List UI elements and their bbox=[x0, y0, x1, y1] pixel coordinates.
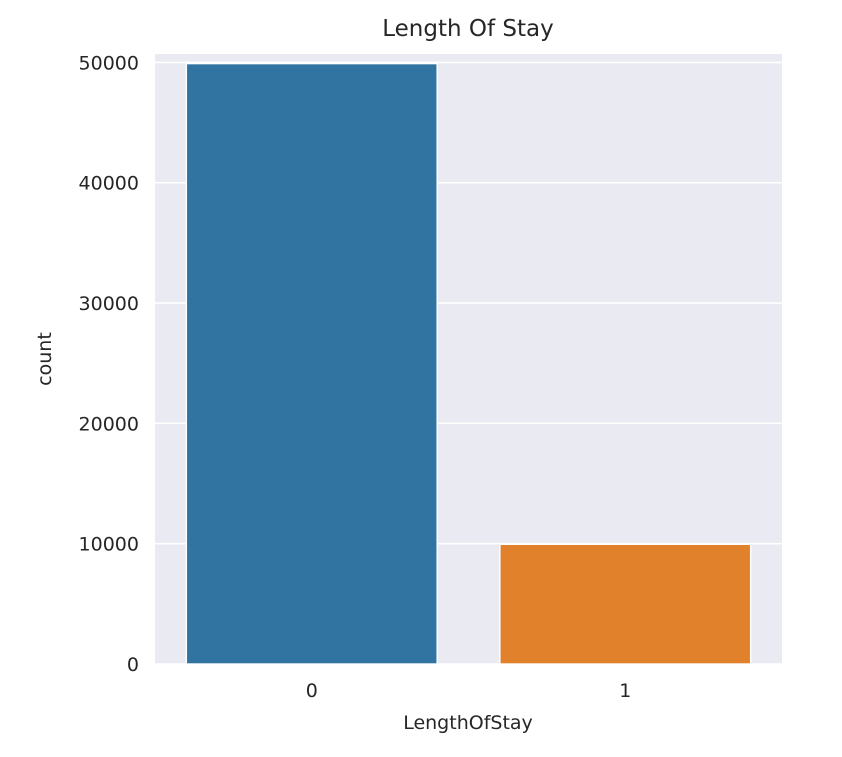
x-tick-label: 1 bbox=[619, 680, 631, 702]
bar-1 bbox=[499, 543, 752, 665]
y-tick-label: 0 bbox=[127, 654, 139, 676]
y-tick-labels: 0 10000 20000 30000 40000 50000 bbox=[79, 52, 139, 676]
bar-0 bbox=[185, 62, 438, 665]
x-axis-label: LengthOfStay bbox=[403, 712, 533, 734]
y-tick-label: 10000 bbox=[79, 534, 139, 556]
y-tick-label: 20000 bbox=[79, 413, 139, 435]
x-tick-label: 0 bbox=[306, 680, 318, 702]
chart-title: Length Of Stay bbox=[382, 16, 553, 42]
bars bbox=[185, 62, 752, 665]
y-tick-label: 40000 bbox=[79, 173, 139, 195]
y-tick-label: 30000 bbox=[79, 293, 139, 315]
y-axis-label: count bbox=[34, 332, 56, 386]
y-tick-label: 50000 bbox=[79, 52, 139, 74]
